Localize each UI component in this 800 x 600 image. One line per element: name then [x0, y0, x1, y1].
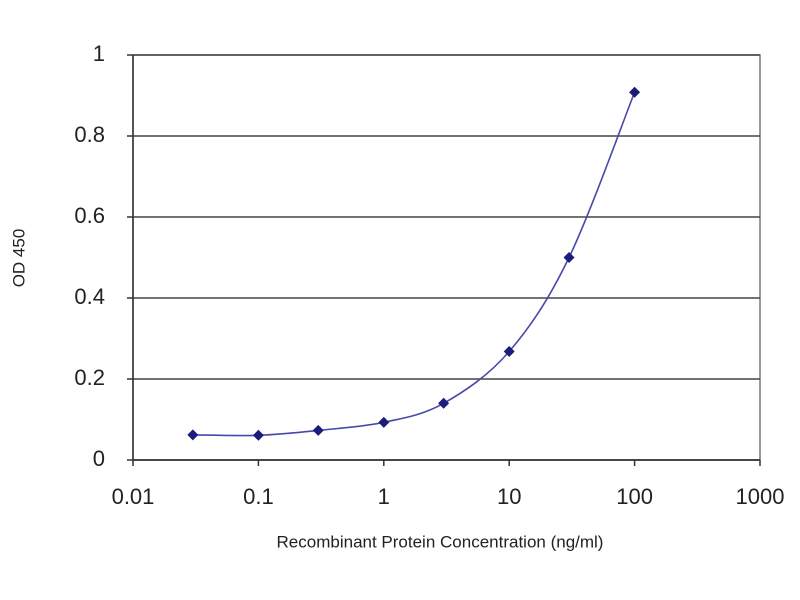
point	[438, 397, 450, 409]
x-tick-label: 10	[497, 484, 521, 509]
point	[563, 252, 575, 263]
x-axis-title: Recombinant Protein Concentration (ng/ml…	[277, 532, 604, 551]
x-tick-label: 1	[378, 484, 390, 509]
y-axis-title: OD 450	[9, 229, 28, 288]
y-tick-label: 1	[93, 41, 105, 66]
y-tick-label: 0.4	[74, 284, 105, 309]
y-tick-label: 0.8	[74, 122, 105, 147]
x-tick-label: 0.01	[112, 484, 155, 509]
point	[312, 424, 324, 436]
x-tick-label: 100	[616, 484, 653, 509]
plot-area	[132, 54, 761, 461]
x-tick-label: 0.1	[243, 484, 274, 509]
point	[378, 416, 390, 428]
point	[503, 345, 515, 357]
point	[187, 429, 199, 441]
x-tick-label: 1000	[736, 484, 785, 509]
point	[629, 86, 641, 98]
point	[252, 429, 264, 441]
y-tick-label: 0.6	[74, 203, 105, 228]
y-tick-label: 0	[93, 446, 105, 471]
y-tick-label: 0.2	[74, 365, 105, 390]
